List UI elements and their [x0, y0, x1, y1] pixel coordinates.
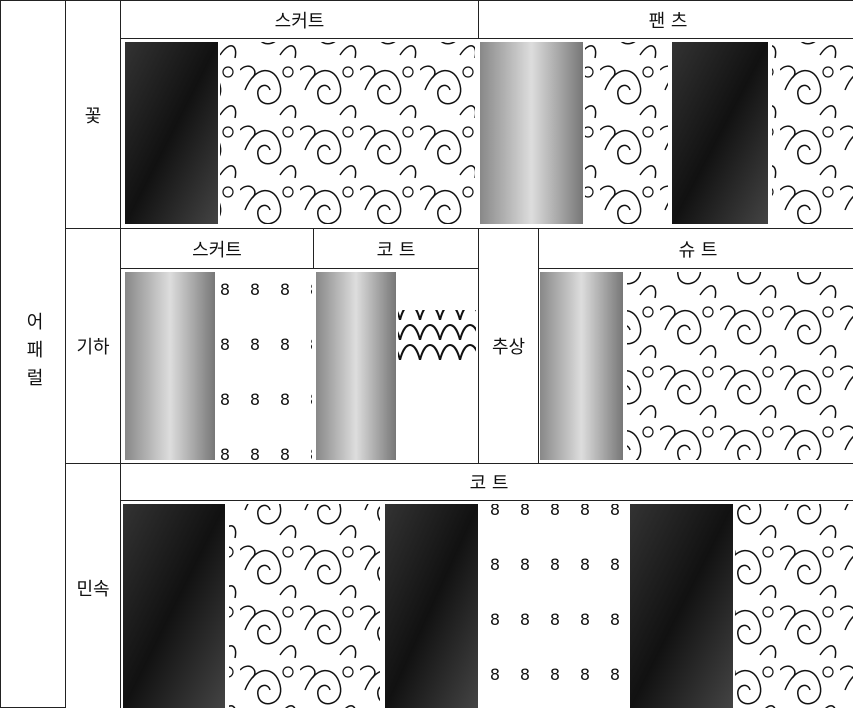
header: 코 트: [120, 463, 853, 501]
image-cell: [120, 268, 479, 464]
header: 슈 트: [538, 228, 853, 269]
header: 팬 츠: [478, 0, 853, 39]
header: 스커트: [120, 228, 314, 269]
sub-label: 추상: [478, 228, 539, 464]
image-cell: [120, 500, 853, 708]
row-label: 기하: [65, 228, 121, 464]
header: 스커트: [120, 0, 479, 39]
left-label: 어패럴: [0, 0, 66, 708]
header: 코 트: [313, 228, 479, 269]
photos: [123, 42, 853, 708]
row-label: 민속: [65, 463, 121, 708]
row-label: 꽃: [65, 0, 121, 229]
image-cell: [120, 38, 853, 229]
image-cell: [538, 268, 853, 464]
